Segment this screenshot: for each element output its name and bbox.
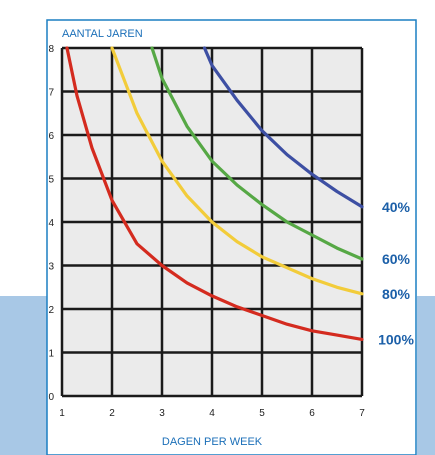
y-tick-label: 2 bbox=[48, 305, 54, 316]
y-tick-label: 6 bbox=[48, 131, 54, 142]
y-tick-label: 1 bbox=[48, 349, 54, 360]
y-tick-label: 7 bbox=[48, 88, 54, 99]
y-axis-label: AANTAL JAREN bbox=[62, 28, 143, 40]
series-line-60pct bbox=[150, 46, 364, 261]
x-tick-label: 4 bbox=[209, 408, 215, 419]
series-label: 40% bbox=[382, 199, 411, 215]
x-tick-label: 1 bbox=[59, 408, 65, 419]
series-label: 100% bbox=[378, 331, 414, 347]
y-tick-label: 0 bbox=[48, 392, 54, 403]
y-tick-label: 8 bbox=[48, 44, 54, 55]
series-line-80pct bbox=[110, 46, 364, 296]
left-band bbox=[0, 296, 47, 455]
series-line-100pct bbox=[65, 46, 364, 341]
x-tick-label: 2 bbox=[109, 408, 115, 419]
right-band bbox=[417, 296, 435, 455]
x-tick-label: 6 bbox=[309, 408, 315, 419]
x-tick-label: 7 bbox=[359, 408, 365, 419]
y-tick-label: 3 bbox=[48, 262, 54, 273]
series-lines bbox=[65, 46, 364, 341]
series-line-40pct bbox=[202, 46, 364, 209]
y-tick-label: 4 bbox=[48, 218, 54, 229]
y-tick-label: 5 bbox=[48, 175, 54, 186]
x-axis-label: DAGEN PER WEEK bbox=[162, 436, 263, 448]
series-label: 60% bbox=[382, 251, 411, 267]
x-tick-label: 3 bbox=[159, 408, 165, 419]
series-labels: 40% 60% 80% 100% bbox=[378, 199, 414, 348]
series-label: 80% bbox=[382, 286, 411, 302]
x-tick-label: 5 bbox=[259, 408, 265, 419]
